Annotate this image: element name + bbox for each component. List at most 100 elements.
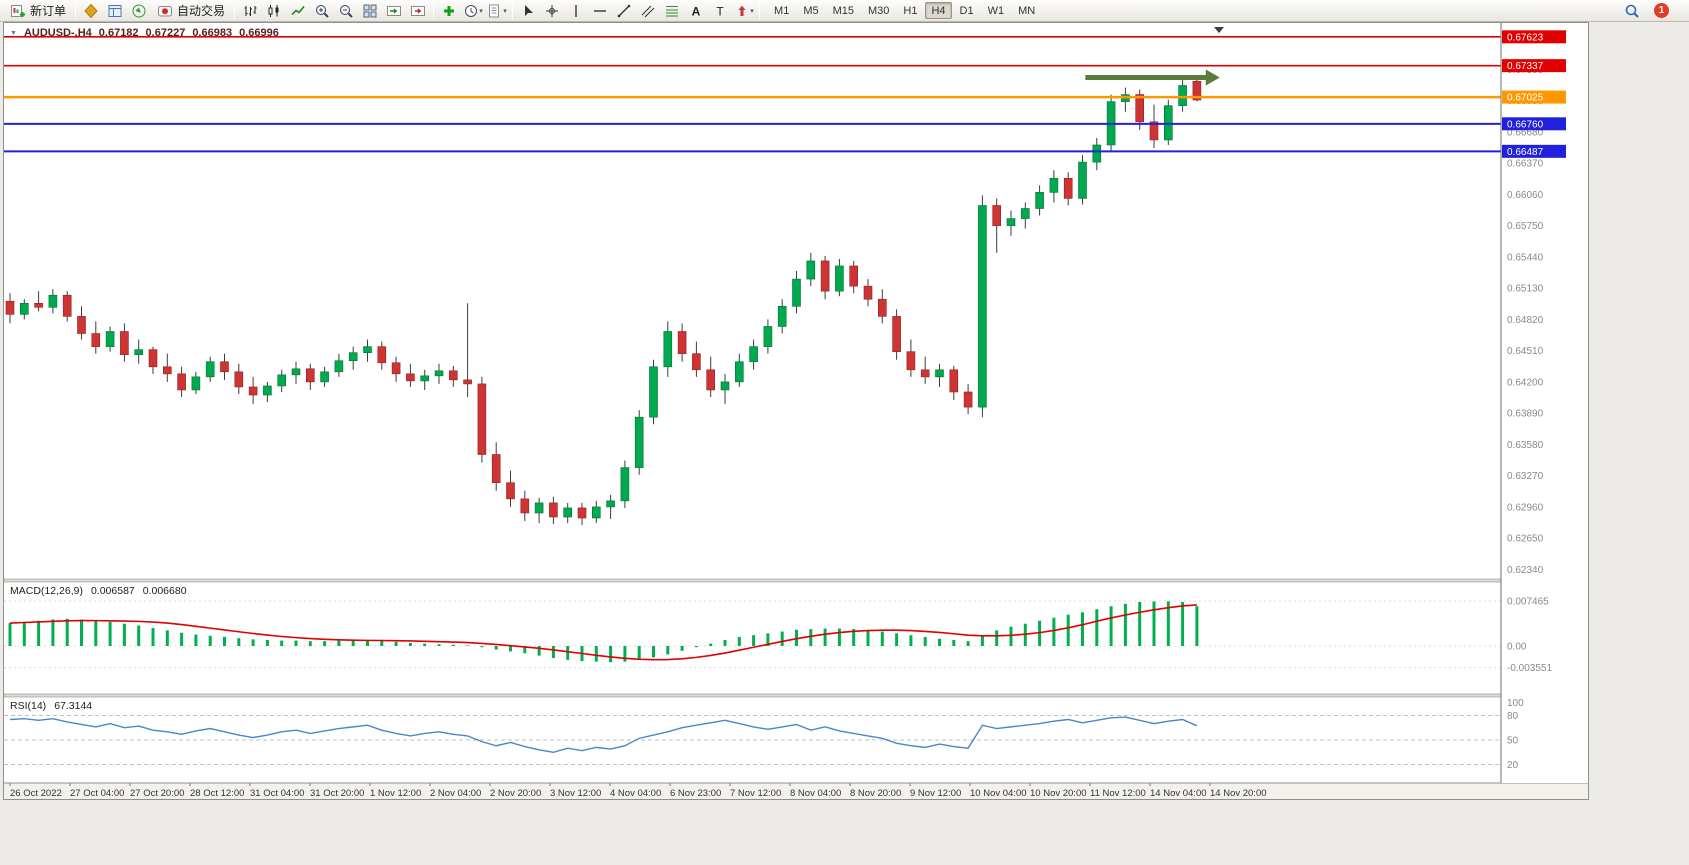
vertical-line-tool-button[interactable]: [564, 1, 588, 21]
new-order-label: 新订单: [30, 4, 67, 18]
zoom-in-button[interactable]: [310, 1, 334, 21]
panel-separator[interactable]: [4, 693, 1588, 698]
navigator-icon: [131, 3, 147, 19]
tile-windows-button[interactable]: [358, 1, 382, 21]
toolbar-separator: [433, 2, 435, 19]
chevron-down-icon: ▾: [750, 7, 754, 15]
arrows-tool-button[interactable]: ▾: [732, 1, 756, 21]
candlestick-mode-button[interactable]: [262, 1, 286, 21]
text-tool-button[interactable]: A: [684, 1, 708, 21]
cursor-icon: [520, 3, 536, 19]
svg-text:-0.003551: -0.003551: [1507, 663, 1552, 674]
price-badge-0.67337: 0.67337: [1502, 59, 1566, 73]
chart-canvas[interactable]: 0.676100.673000.669900.666800.663700.660…: [4, 23, 1588, 799]
fibonacci-tool-button[interactable]: [660, 1, 684, 21]
timeframe-button-h1[interactable]: H1: [897, 2, 923, 19]
search-icon: [1624, 3, 1640, 19]
chart-window[interactable]: 0.676100.673000.669900.666800.663700.660…: [3, 22, 1589, 800]
toolbar-separator: [234, 2, 236, 19]
auto-scroll-button[interactable]: [382, 1, 406, 21]
navigator-button[interactable]: [127, 1, 151, 21]
svg-text:0.64820: 0.64820: [1507, 315, 1544, 326]
candlestick-chart-icon: [266, 3, 282, 19]
rsi-panel: [4, 715, 1501, 765]
arrow-object-icon: [734, 3, 750, 19]
timeframe-button-m15[interactable]: M15: [827, 2, 860, 19]
svg-text:0.67623: 0.67623: [1507, 32, 1544, 43]
svg-text:0.64200: 0.64200: [1507, 377, 1544, 388]
price-badge-0.66487: 0.66487: [1502, 144, 1566, 158]
rsi-indicator-label: RSI(14) 67.3144: [10, 700, 92, 712]
line-chart-icon: [290, 3, 306, 19]
templates-button[interactable]: ▾: [485, 1, 509, 21]
chart-menu-triangle-icon[interactable]: ▼: [10, 29, 17, 37]
time-axis[interactable]: 26 Oct 2022 27 Oct 04:00 27 Oct 20:00 28 Oc…: [9, 783, 1267, 799]
ohlc-low: 0.66983: [192, 27, 233, 39]
cursor-button[interactable]: [516, 1, 540, 21]
zoom-out-button[interactable]: [334, 1, 358, 21]
template-icon: [487, 3, 503, 19]
rsi-name: RSI(14): [10, 700, 47, 712]
macd-name: MACD(12,26,9): [10, 585, 83, 597]
crosshair-button[interactable]: [540, 1, 564, 21]
chart-shift-marker-icon[interactable]: [1214, 27, 1224, 33]
svg-text:0.66487: 0.66487: [1507, 147, 1544, 158]
svg-text:1 Nov 12:00: 1 Nov 12:00: [370, 788, 421, 799]
line-chart-mode-button[interactable]: [286, 1, 310, 21]
market-watch-icon: [83, 3, 99, 19]
toolbar-separator: [759, 2, 761, 19]
channel-tool-button[interactable]: [636, 1, 660, 21]
main-toolbar: 新订单 自动交易: [0, 0, 1689, 22]
svg-text:14 Nov 04:00: 14 Nov 04:00: [1150, 788, 1207, 799]
search-button[interactable]: [1620, 1, 1644, 21]
svg-text:11 Nov 12:00: 11 Nov 12:00: [1090, 788, 1146, 799]
svg-text:2 Nov 20:00: 2 Nov 20:00: [490, 788, 541, 799]
macd-signal-line: [9, 604, 1197, 661]
svg-text:A: A: [692, 4, 701, 18]
bar-chart-mode-button[interactable]: [238, 1, 262, 21]
new-order-button[interactable]: 新订单: [4, 1, 72, 21]
vertical-line-icon: [568, 3, 584, 19]
svg-text:20: 20: [1507, 760, 1519, 771]
rsi-value: 67.3144: [54, 700, 93, 712]
svg-text:50: 50: [1507, 736, 1519, 747]
toolbar-separator: [75, 2, 77, 19]
price-badge-0.66760: 0.66760: [1502, 117, 1566, 131]
timeframe-button-mn[interactable]: MN: [1012, 2, 1041, 19]
data-window-button[interactable]: [103, 1, 127, 21]
autotrading-button[interactable]: 自动交易: [151, 1, 231, 21]
svg-text:10 Nov 04:00: 10 Nov 04:00: [970, 788, 1027, 799]
notification-badge[interactable]: 1: [1654, 3, 1669, 18]
autotrading-label: 自动交易: [177, 4, 226, 18]
svg-text:2 Nov 04:00: 2 Nov 04:00: [430, 788, 481, 799]
horizontal-line-tool-button[interactable]: [588, 1, 612, 21]
timeframe-button-m1[interactable]: M1: [768, 2, 795, 19]
zoom-in-icon: [314, 3, 330, 19]
svg-text:0.64510: 0.64510: [1507, 346, 1544, 357]
trendline-tool-button[interactable]: [612, 1, 636, 21]
trend-arrow-annotation[interactable]: [1085, 69, 1220, 86]
svg-text:0.62650: 0.62650: [1507, 534, 1544, 545]
autotrading-icon: [157, 3, 173, 19]
indicators-button[interactable]: [437, 1, 461, 21]
svg-text:0.63890: 0.63890: [1507, 409, 1544, 420]
timeframe-button-w1[interactable]: W1: [982, 2, 1011, 19]
chevron-down-icon: ▾: [503, 7, 507, 15]
timeframe-toolbar: M1 M5 M15 M30 H1 H4 D1 W1 MN: [767, 2, 1042, 19]
timeframe-button-h4[interactable]: H4: [925, 2, 952, 19]
periods-button[interactable]: ▾: [461, 1, 485, 21]
timeframe-button-d1[interactable]: D1: [954, 2, 980, 19]
chart-shift-button[interactable]: [406, 1, 430, 21]
market-watch-button[interactable]: [79, 1, 103, 21]
svg-text:31 Oct 04:00: 31 Oct 04:00: [250, 788, 304, 799]
panel-separator[interactable]: [4, 578, 1588, 583]
clock-icon: [463, 3, 479, 19]
timeframe-button-m30[interactable]: M30: [862, 2, 895, 19]
svg-text:0.63580: 0.63580: [1507, 440, 1544, 451]
timeframe-button-m5[interactable]: M5: [797, 2, 824, 19]
price-scale[interactable]: 0.676100.673000.669900.666800.663700.660…: [1500, 23, 1588, 783]
toolbar-separator: [512, 2, 514, 19]
svg-text:8 Nov 20:00: 8 Nov 20:00: [850, 788, 901, 799]
text-label-tool-button[interactable]: T: [708, 1, 732, 21]
